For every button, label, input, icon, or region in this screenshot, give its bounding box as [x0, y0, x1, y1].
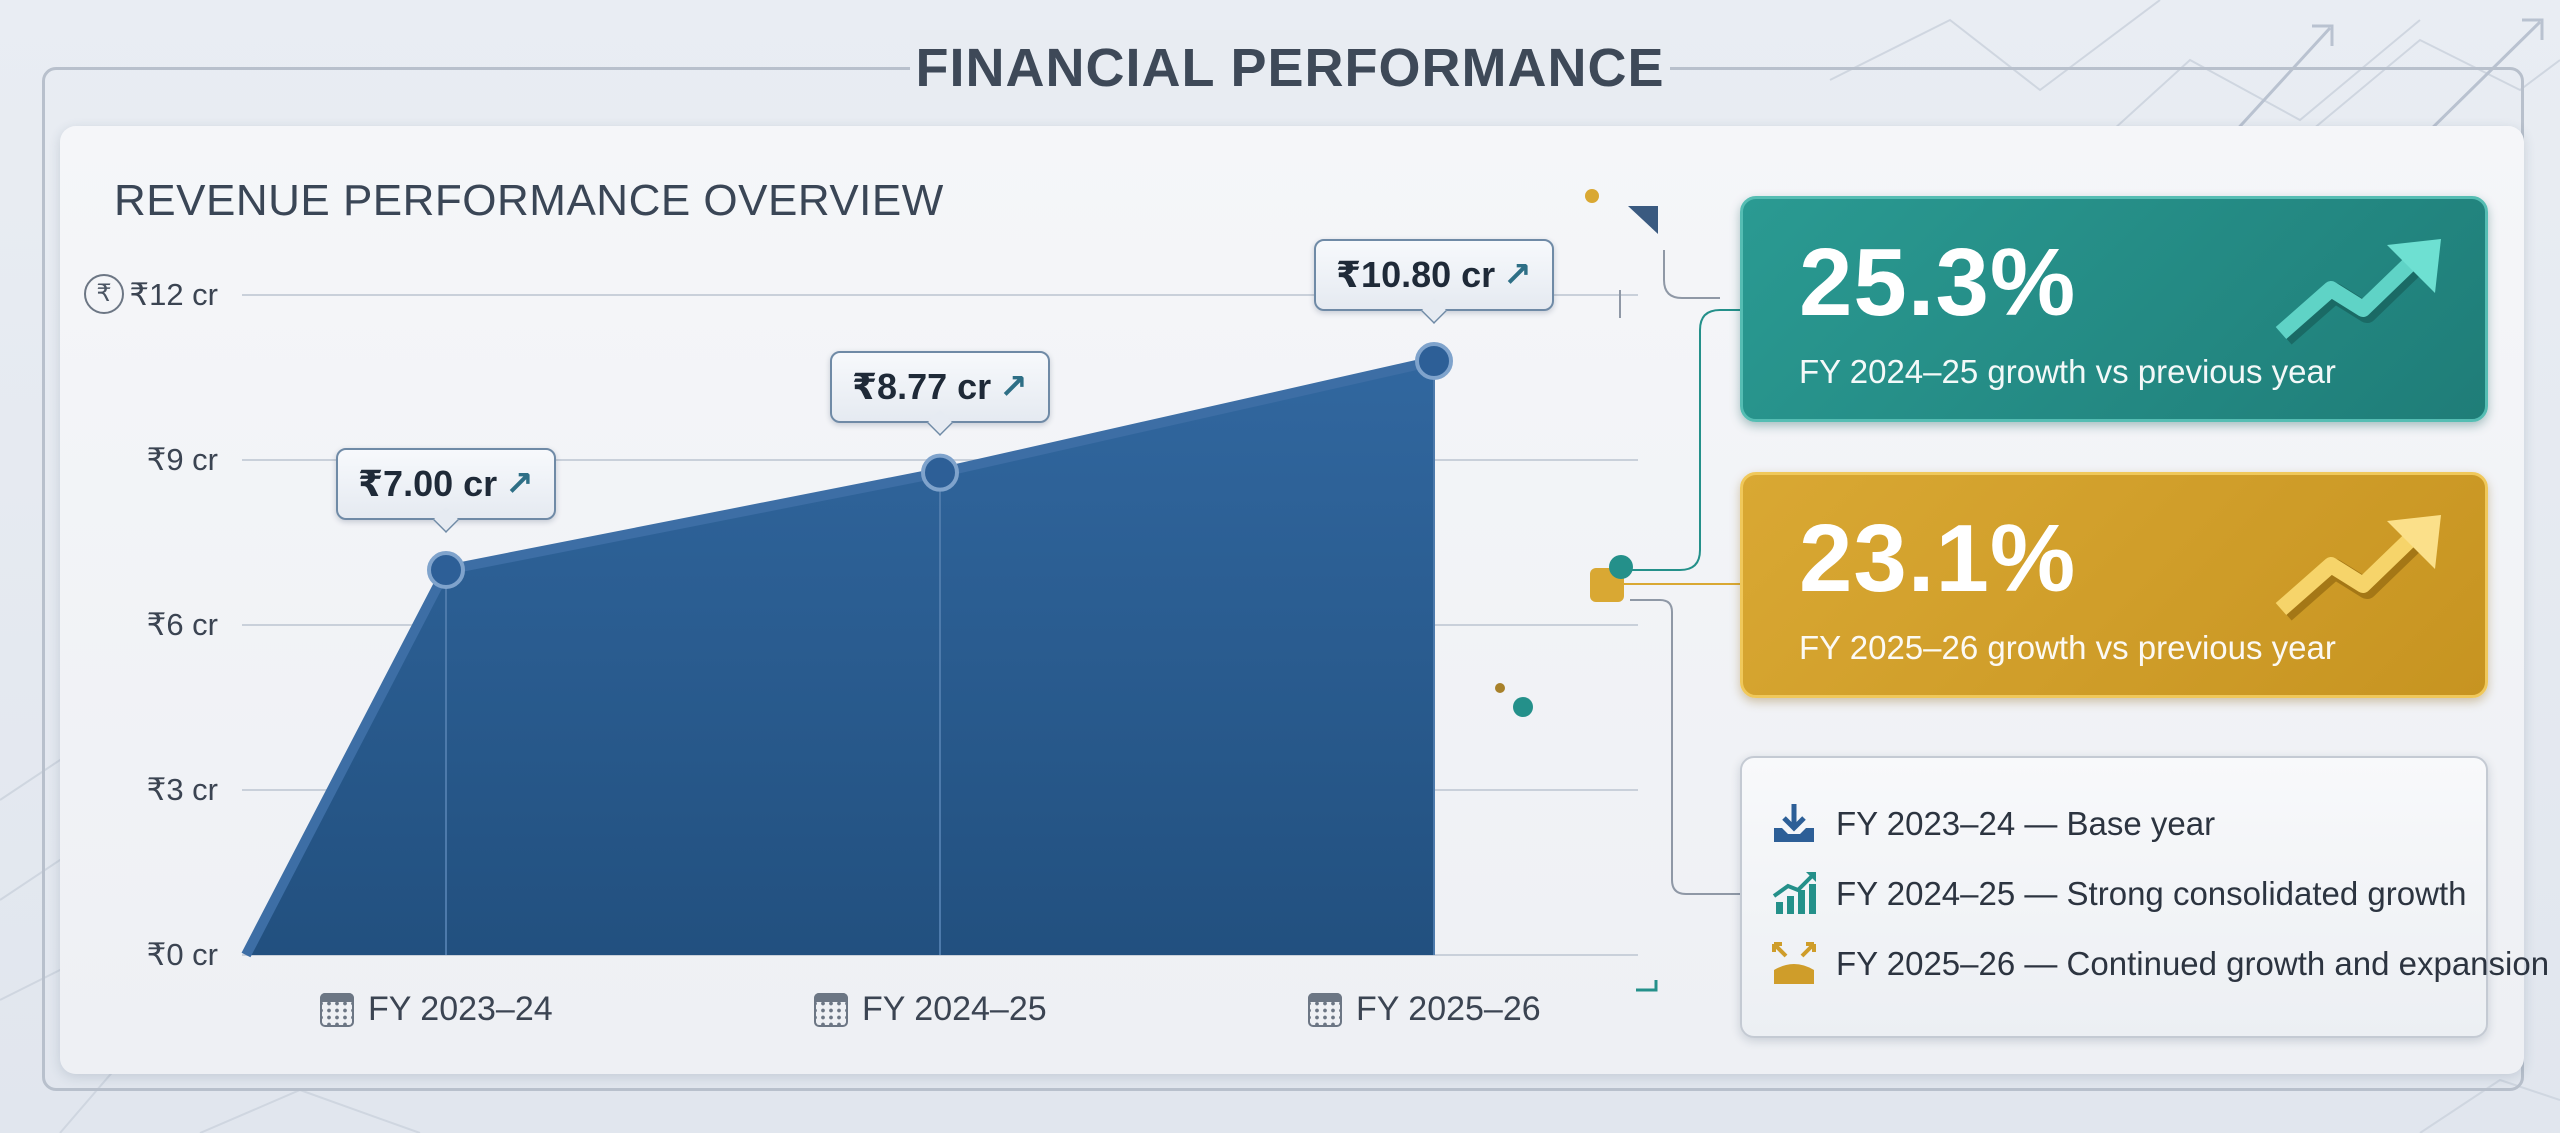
data-label: ₹8.77 cr: [852, 365, 992, 407]
legend-item-strong-growth: FY 2024–25 — Strong consolidated growth: [1770, 870, 2466, 918]
calendar-icon: [814, 992, 848, 1027]
data-point: [427, 551, 465, 589]
kpi-value: 25.3%: [1799, 229, 2077, 336]
x-tick-text: FY 2024–25: [862, 990, 1047, 1028]
bar-chart-growth-icon: [1772, 872, 1816, 914]
calendar-icon: [320, 992, 354, 1027]
kpi-value: 23.1%: [1799, 505, 2077, 612]
legend-item-continued-growth: FY 2025–26 — Continued growth and expans…: [1770, 940, 2549, 988]
rupee-icon: ₹: [84, 274, 124, 314]
x-tick-text: FY 2025–26: [1356, 990, 1541, 1028]
y-tick-label: ₹0 cr: [146, 937, 218, 972]
y-tick-label: ₹12 cr: [129, 277, 218, 312]
x-tick-label: FY 2024–25: [814, 990, 1047, 1029]
x-tick-label: FY 2023–24: [320, 990, 553, 1029]
data-label-callout: ₹7.00 cr ↗: [336, 448, 556, 520]
arrow-up-right-icon: ↗: [999, 367, 1028, 406]
legend-text: FY 2025–26 — Continued growth and expans…: [1836, 945, 2550, 982]
arrow-up-right-icon: ↗: [1503, 256, 1532, 294]
trend-up-arrow-icon: [2275, 515, 2441, 621]
legend-text: FY 2024–25 — Strong consolidated growth: [1836, 875, 2467, 912]
page-title: FINANCIAL PERFORMANCE: [910, 30, 1670, 106]
legend-item-base-year: FY 2023–24 — Base year: [1770, 800, 2215, 848]
legend-text: FY 2023–24 — Base year: [1836, 805, 2216, 842]
data-label-callout: ₹10.80 cr ↗: [1314, 239, 1554, 311]
arrow-up-right-icon: ↗: [505, 465, 534, 503]
kpi-card-growth-2024-25: 25.3% FY 2024–25 growth vs previous year: [1740, 196, 2488, 422]
kpi-label: FY 2025–26 growth vs previous year: [1799, 629, 2336, 666]
x-tick-label: FY 2025–26: [1308, 990, 1541, 1029]
data-label: ₹10.80 cr: [1336, 254, 1496, 295]
x-tick-text: FY 2023–24: [368, 990, 553, 1028]
data-point: [921, 453, 959, 492]
kpi-label: FY 2024–25 growth vs previous year: [1799, 353, 2336, 390]
legend-card: FY 2023–24 — Base year FY 2024–25 — Stro…: [1740, 756, 2549, 1038]
data-point: [1415, 342, 1453, 380]
download-tray-icon: [1774, 804, 1814, 842]
chart-title: REVENUE PERFORMANCE OVERVIEW: [114, 176, 944, 225]
y-tick-label: ₹9 cr: [146, 442, 218, 477]
data-label-callout: ₹8.77 cr ↗: [830, 350, 1050, 423]
calendar-icon: [1308, 992, 1342, 1027]
kpi-card-growth-2025-26: 23.1% FY 2025–26 growth vs previous year: [1740, 472, 2488, 698]
trend-up-arrow-icon: [2275, 239, 2441, 345]
revenue-area: [246, 361, 1434, 955]
expand-arrows-icon: [1772, 942, 1816, 984]
y-tick-label: ₹6 cr: [146, 607, 218, 642]
data-label: ₹7.00 cr: [358, 463, 498, 504]
revenue-line: [241, 356, 1436, 958]
y-tick-label: ₹3 cr: [146, 772, 218, 807]
